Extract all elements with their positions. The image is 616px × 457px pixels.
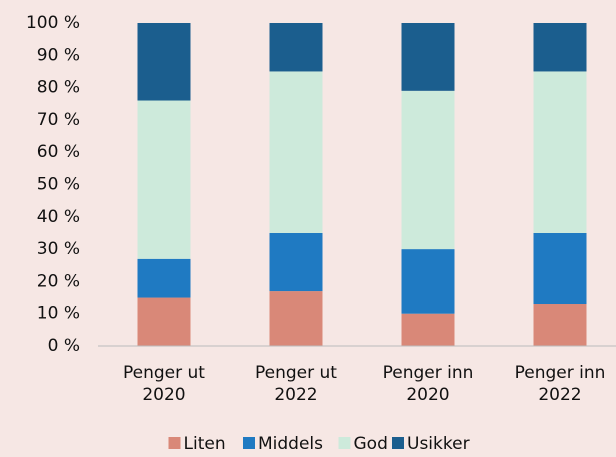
x-tick-label: Penger inn 2022	[514, 363, 606, 405]
y-tick-label: 100 %	[26, 13, 80, 33]
bar-segment	[137, 297, 191, 346]
bar-segment	[137, 23, 191, 101]
legend-swatch	[243, 437, 255, 449]
y-tick-label: 50 %	[37, 175, 80, 195]
y-tick-label: 70 %	[37, 110, 80, 130]
y-tick-label: 90 %	[37, 45, 80, 65]
bar-segment	[269, 232, 323, 292]
y-tick-label: 20 %	[37, 271, 80, 291]
y-tick-label: 80 %	[37, 78, 80, 98]
bar-segment	[269, 291, 323, 346]
x-tick-label: Penger inn 2020	[382, 363, 474, 405]
bar-segment	[533, 71, 587, 233]
bar-segment	[533, 23, 587, 72]
bar-segment	[401, 23, 455, 91]
legend-label: God	[354, 434, 388, 454]
y-tick-label: 0 %	[48, 336, 80, 356]
bar-segment	[269, 71, 323, 233]
bar-segment	[137, 100, 191, 259]
bar-segment	[401, 249, 455, 314]
bar-segment	[137, 258, 191, 298]
legend-swatch	[338, 437, 351, 449]
x-tick-label: Penger ut 2020	[123, 363, 205, 405]
legend-label: Usikker	[407, 434, 470, 454]
legend-label: Liten	[184, 434, 226, 454]
y-tick-label: 60 %	[37, 142, 80, 162]
bar-segment	[533, 304, 587, 346]
legend-swatch	[168, 437, 181, 449]
y-tick-label: 30 %	[37, 239, 80, 259]
y-tick-label: 40 %	[37, 207, 80, 227]
y-tick-label: 10 %	[37, 304, 80, 324]
bar-segment	[533, 232, 587, 305]
bar-segment	[269, 23, 323, 72]
bar-segment	[401, 90, 455, 250]
legend-swatch	[392, 437, 404, 449]
bar-segment	[401, 313, 455, 346]
legend-label: Middels	[258, 434, 323, 454]
x-tick-label: Penger ut 2022	[255, 363, 337, 405]
